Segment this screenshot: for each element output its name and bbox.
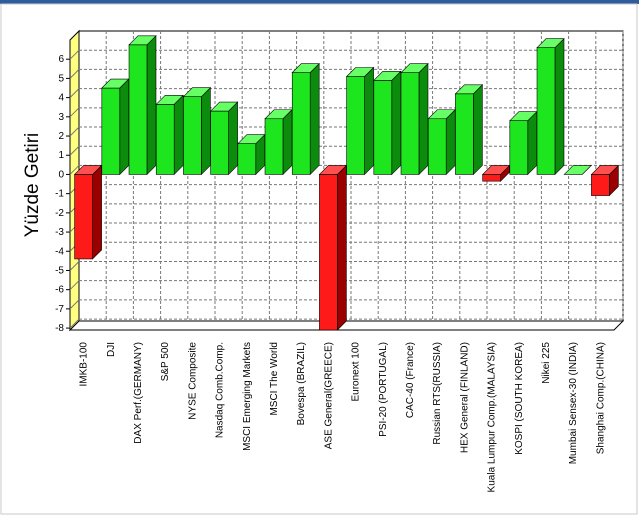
bar [427,118,447,175]
bar-side [146,35,157,176]
grid-line-side [69,49,80,60]
x-tick-label: Russian RTS(RUSSIA) [432,342,443,445]
y-tick-label: 2 [58,131,64,142]
y-tick-label: -5 [55,265,64,276]
bar [373,80,393,175]
grid-line-side [69,126,80,137]
x-tick-label: MSCI The World [269,342,280,416]
bar-side [201,86,211,176]
bar [455,93,474,175]
bar-side [173,94,184,176]
y-tick-label: -2 [55,208,64,219]
x-tick-label: DAX Perf.(GERMANY) [133,342,144,444]
bar-side [92,164,102,260]
bar-top [373,71,402,81]
y-tick-label: -8 [55,323,64,334]
bar-side [282,109,293,176]
bar [210,110,229,175]
bar-top [400,63,429,73]
x-tick-label: MSCI Emerging Markets [242,342,253,451]
x-tick-label: Bovespa (BRAZIL) [296,342,307,425]
y-tick-label: -4 [55,246,64,257]
bar [319,174,338,331]
grid-line-side [69,107,80,118]
bar-side [337,164,347,331]
x-tick-label: DJI [106,342,117,357]
y-tick-label: -6 [55,285,64,296]
bar-side [119,78,130,176]
bar-top [291,63,320,73]
y-tick-label: 3 [58,112,64,123]
y-tick-label: -3 [55,227,64,238]
bar-side [391,70,402,176]
y-tick-label: 4 [58,93,64,104]
x-tick-label: IMKB-100 [79,342,90,387]
y-tick-label: -7 [55,304,64,315]
bar-top [454,84,484,95]
bar [237,143,257,175]
grid-line-side [69,299,80,310]
x-tick-label: HEX General (FINLAND) [459,342,470,453]
x-tick-label: ASE General(GREECE) [323,342,334,449]
grid-line-side [69,69,80,79]
grid-line-side [69,145,80,156]
grid-line-side [69,261,80,271]
y-axis-label: Yüzde Getiri [22,133,43,238]
bar [509,120,529,175]
bar [482,174,501,182]
x-tick-label: Nikei 225 [541,342,552,384]
y-tick-label: -1 [55,189,64,200]
y-tick-label: 6 [58,54,64,65]
y-tick-label: 0 [58,169,64,180]
x-tick-label: Nasdaq Comb.Comp. [215,342,226,438]
bar-top [182,87,212,97]
x-tick-label: CAC-40 (France) [405,342,416,418]
x-tick-label: PSI-20 (PORTUGAL) [378,342,389,437]
bar [536,47,556,175]
bar-top [209,101,239,112]
grid-line-side [69,280,80,291]
bar [591,174,610,196]
bar [264,118,284,175]
x-tick-label: KOSPI (SOUTH KOREA) [514,342,525,455]
bar-side [228,101,238,176]
bar-top [590,165,620,175]
bar-top [155,95,184,105]
bar-side [364,66,374,176]
grid-line-side [69,88,80,98]
frame [0,3,638,515]
x-tick-label: Euronext 100 [351,342,362,402]
bar [346,76,365,175]
window-top-border [0,0,639,4]
x-tick-label: S&P 500 [160,342,171,382]
bar-side [445,109,456,176]
bar-side [418,62,429,176]
bar [101,87,121,175]
bar-side [309,62,320,176]
bar [74,174,93,260]
bar [128,44,148,175]
x-tick-label: NYSE Composite [187,342,198,420]
x-tick-label: Kuala Lumpur Comp.(MALAYSIA) [487,342,498,492]
x-tick-label: Shanghai Comp.(CHINA) [595,342,606,454]
bar-side [554,37,565,176]
y-tick-label: 1 [58,150,64,161]
bar-side [473,84,483,176]
bar [155,104,175,175]
bar-side [527,110,538,176]
bar-top [345,67,375,77]
grid-line-side [69,165,80,175]
bar [400,72,420,175]
x-tick-label: Mumbai Sensex-30 (INDIA) [568,342,579,464]
y-tick-label: 5 [58,73,64,84]
bar-top [128,35,157,46]
bar-top [563,165,592,175]
bar [183,96,202,175]
bar [291,72,311,175]
floor [68,320,625,331]
bar-top [536,38,565,48]
grid-line-side [69,318,80,329]
